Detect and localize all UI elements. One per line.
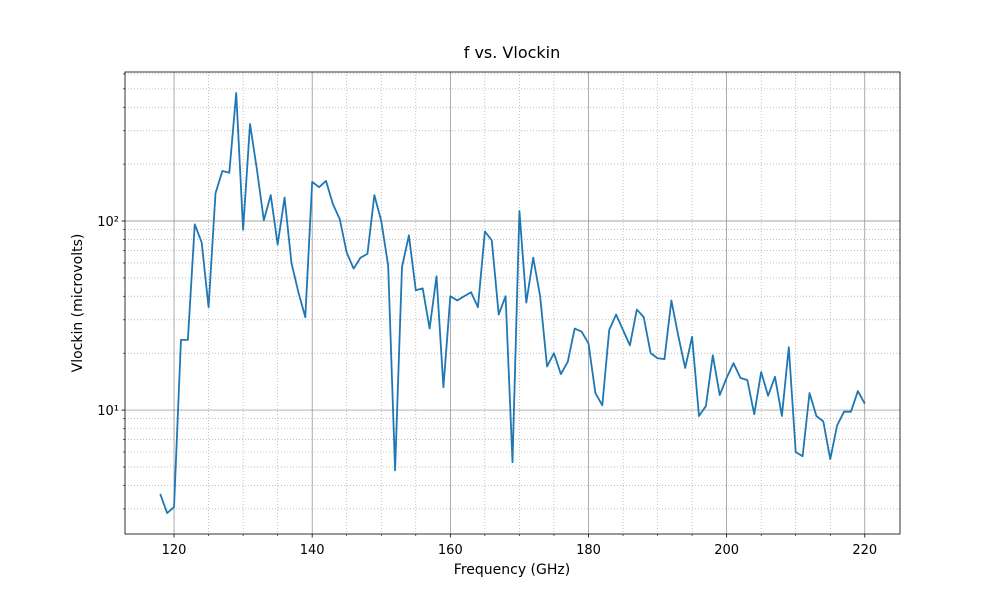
x-tick-label: 140 [300, 543, 325, 558]
x-tick-label: 180 [576, 543, 601, 558]
y-tick-label: 10¹ [97, 404, 119, 419]
y-tick-label: 10² [97, 215, 119, 230]
x-tick-label: 120 [162, 543, 187, 558]
y-axis-label: Vlockin (microvolts) [70, 234, 86, 373]
x-tick-label: 200 [714, 543, 739, 558]
x-axis-label: Frequency (GHz) [454, 562, 570, 578]
chart-title: f vs. Vlockin [464, 43, 561, 62]
x-tick-label: 220 [852, 543, 877, 558]
data-line [159, 92, 866, 515]
x-tick-label: 160 [438, 543, 463, 558]
plot-frame [124, 71, 901, 535]
